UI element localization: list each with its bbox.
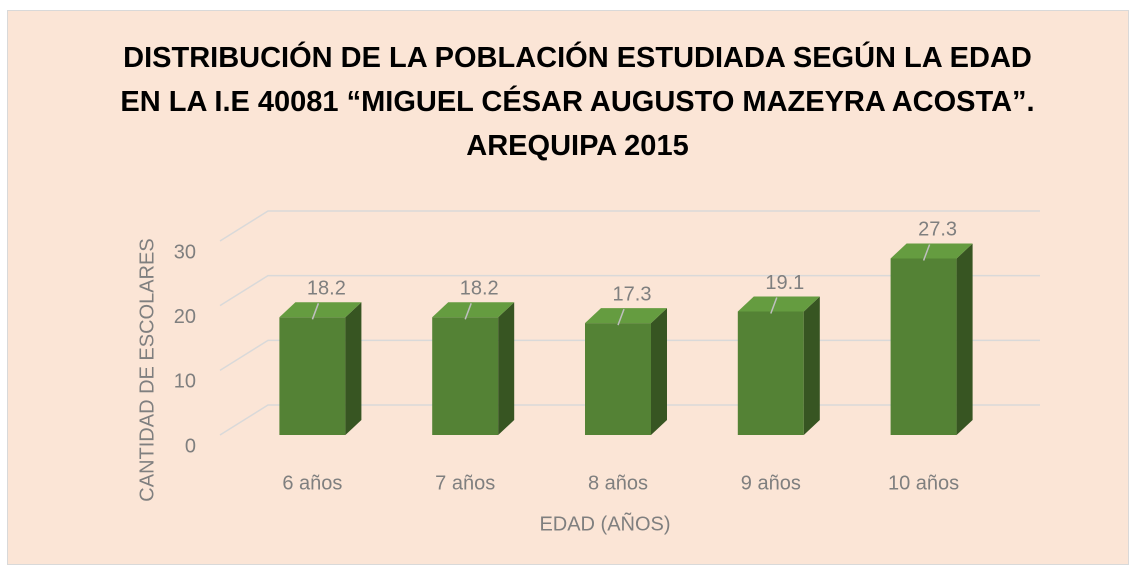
- x-tick-label: 10 años: [888, 472, 959, 494]
- data-label: 17.3: [613, 283, 652, 305]
- bar-front: [890, 258, 957, 435]
- bar: [737, 296, 820, 435]
- y-tick-label: 30: [174, 241, 196, 263]
- leader-line: [770, 297, 778, 314]
- data-label: 18.2: [307, 278, 346, 300]
- data-label: 18.2: [460, 278, 499, 300]
- leader-line: [617, 308, 625, 326]
- y-tick-label: 10: [174, 371, 196, 393]
- bar-top: [279, 302, 362, 318]
- bar-side: [803, 296, 820, 435]
- x-axis-label: EDAD (AÑOS): [539, 511, 670, 535]
- bar-top: [432, 302, 515, 318]
- bar-front: [585, 323, 651, 435]
- leader-line: [311, 303, 320, 320]
- bar-side: [956, 243, 973, 435]
- bar-front: [737, 311, 804, 435]
- bar-top: [737, 296, 820, 312]
- bar-front: [279, 317, 346, 435]
- x-tick-label: 7 años: [435, 472, 495, 494]
- leader-line: [922, 244, 931, 261]
- bar: [279, 302, 362, 435]
- grid-line: [219, 210, 1040, 242]
- bar-top: [890, 243, 973, 259]
- y-axis-label: CANTIDAD DE ESCOLARES: [136, 238, 158, 501]
- bar: [890, 243, 973, 435]
- bar-side: [498, 302, 515, 435]
- bar-side: [345, 302, 362, 435]
- x-tick-label: 9 años: [741, 472, 801, 494]
- data-label: 27.3: [918, 219, 957, 241]
- bar: [432, 302, 515, 435]
- bar-side: [651, 308, 667, 435]
- y-tick-label: 0: [185, 435, 196, 457]
- data-label: 19.1: [765, 272, 804, 294]
- bar-top: [585, 308, 667, 324]
- leader-line: [464, 303, 472, 320]
- x-tick-label: 6 años: [282, 472, 342, 494]
- x-tick-label: 8 años: [588, 472, 648, 494]
- grid-line: [219, 274, 1040, 307]
- chart-title: DISTRIBUCIÓN DE LA POBLACIÓN ESTUDIADA S…: [120, 42, 1035, 162]
- y-tick-label: 20: [174, 306, 196, 328]
- bar-front: [432, 317, 499, 435]
- bar: [585, 308, 667, 435]
